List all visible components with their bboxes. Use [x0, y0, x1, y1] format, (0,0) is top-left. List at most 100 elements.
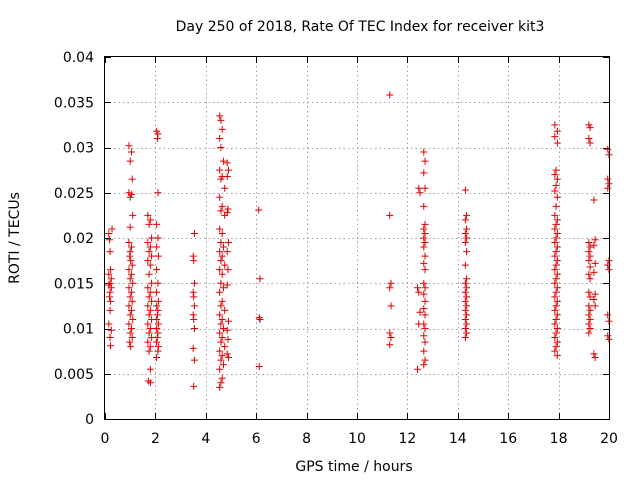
data-point	[461, 229, 469, 237]
data-point	[421, 311, 429, 319]
data-point	[224, 317, 232, 325]
data-point	[551, 266, 559, 274]
data-point	[420, 225, 428, 233]
data-point	[146, 379, 154, 387]
data-point	[223, 172, 231, 180]
data-point	[585, 288, 593, 296]
data-point	[552, 315, 560, 323]
y-tick-label: 0.025	[54, 186, 94, 202]
data-point	[223, 350, 231, 358]
data-point	[463, 320, 471, 328]
data-point	[146, 343, 154, 351]
y-tick-label: 0.005	[54, 367, 94, 383]
data-point	[126, 223, 134, 231]
data-point	[106, 334, 114, 342]
data-point	[146, 243, 154, 251]
data-point	[224, 166, 232, 174]
data-point	[107, 284, 115, 292]
data-point	[586, 252, 594, 260]
data-point	[125, 266, 133, 274]
data-point	[148, 297, 156, 305]
data-point	[128, 297, 136, 305]
data-point	[415, 288, 423, 296]
data-point	[586, 139, 594, 147]
data-point	[128, 261, 136, 269]
data-point	[125, 302, 133, 310]
data-point	[553, 216, 561, 224]
data-point	[126, 338, 134, 346]
data-point	[125, 284, 133, 292]
data-point	[421, 356, 429, 364]
data-point	[108, 225, 116, 233]
data-point	[127, 148, 135, 156]
data-point	[224, 266, 232, 274]
data-point	[552, 248, 560, 256]
data-point	[553, 311, 561, 319]
data-point	[461, 325, 469, 332]
data-point	[552, 220, 560, 228]
data-point	[221, 184, 229, 192]
data-point	[153, 288, 161, 296]
data-point	[145, 311, 153, 319]
data-point	[551, 334, 559, 342]
data-point	[590, 241, 598, 249]
data-point	[586, 306, 594, 314]
data-point	[153, 302, 161, 310]
data-point	[190, 382, 198, 390]
data-point	[463, 311, 471, 319]
data-point	[386, 284, 394, 292]
data-point	[461, 261, 469, 269]
y-tick-label: 0.015	[54, 276, 94, 292]
data-point	[219, 284, 227, 292]
data-point	[128, 175, 136, 183]
data-point	[106, 306, 114, 314]
data-point	[154, 343, 162, 351]
data-point	[552, 275, 560, 283]
data-point	[154, 320, 162, 328]
data-point	[189, 311, 197, 319]
data-point	[153, 315, 161, 323]
y-tick-label: 0.035	[54, 95, 94, 111]
data-point	[153, 334, 161, 342]
data-point	[461, 216, 469, 224]
data-point	[420, 305, 428, 313]
data-point	[551, 347, 559, 355]
data-point	[420, 259, 428, 267]
data-point	[153, 266, 161, 274]
y-tick-label: 0.03	[63, 141, 94, 157]
data-point	[216, 329, 224, 337]
data-point	[217, 302, 225, 310]
data-point	[586, 293, 594, 301]
data-point	[148, 279, 156, 287]
data-point	[551, 293, 559, 301]
data-point	[387, 302, 395, 310]
data-point	[126, 293, 134, 301]
x-axis-label: GPS time / hours	[295, 459, 412, 475]
data-point	[217, 239, 225, 247]
data-point	[190, 257, 198, 265]
data-point	[420, 202, 428, 210]
data-point	[216, 134, 224, 142]
data-point	[154, 347, 162, 355]
data-point	[154, 329, 162, 337]
x-tick-label: 16	[499, 431, 517, 447]
data-point	[146, 261, 154, 269]
data-point	[553, 193, 561, 201]
x-tick-label: 8	[302, 431, 311, 447]
data-point	[604, 311, 612, 319]
x-tick-label: 2	[151, 431, 160, 447]
x-tick-label: 20	[600, 431, 618, 447]
data-points	[105, 91, 613, 391]
data-point	[590, 196, 598, 204]
data-point	[221, 261, 229, 269]
data-point	[216, 166, 224, 174]
data-point	[154, 306, 162, 314]
data-point	[552, 329, 560, 337]
data-point	[463, 302, 471, 310]
data-point	[551, 121, 559, 129]
data-point	[145, 270, 153, 278]
data-point	[223, 248, 231, 256]
x-tick-label: 4	[201, 431, 210, 447]
x-tick-label: 0	[101, 431, 110, 447]
data-point	[144, 211, 152, 219]
